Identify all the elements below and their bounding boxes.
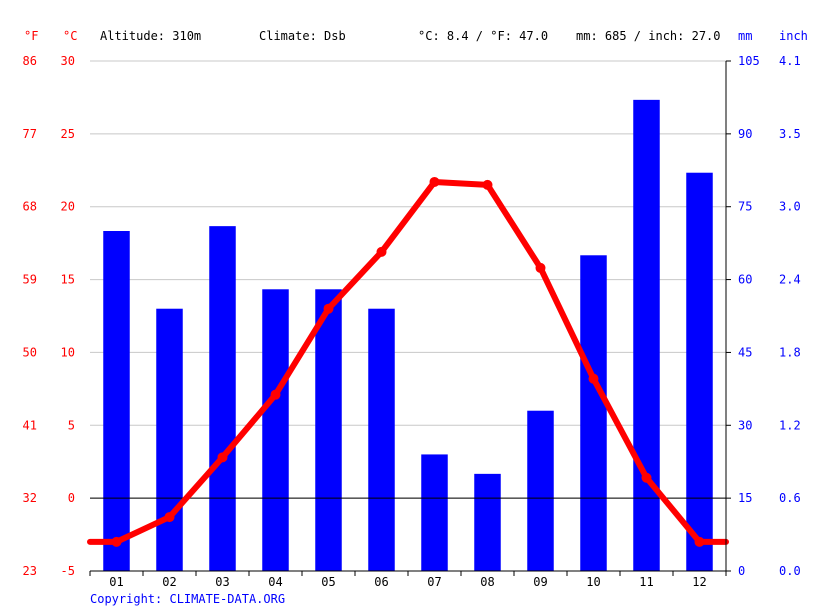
temperature-point <box>588 373 599 384</box>
precip-bar <box>421 454 448 571</box>
fahrenheit-tick-label: 23 <box>23 564 37 578</box>
month-tick-label: 10 <box>586 575 600 589</box>
inch-tick-label: 1.2 <box>779 418 801 432</box>
mm-tick-label: 0 <box>738 564 745 578</box>
axes <box>89 60 731 576</box>
inch-tick-label: 3.5 <box>779 127 801 141</box>
mm-tick-label: 105 <box>738 54 760 68</box>
inch-tick-label: 3.0 <box>779 200 801 214</box>
fahrenheit-tick-label: 86 <box>23 54 37 68</box>
temperature-point <box>111 536 122 547</box>
month-tick-label: 12 <box>692 575 706 589</box>
month-tick-label: 04 <box>268 575 282 589</box>
celsius-tick-label: 30 <box>61 54 75 68</box>
month-tick-label: 11 <box>639 575 653 589</box>
mm-tick-label: 90 <box>738 127 752 141</box>
inch-tick-label: 0.6 <box>779 491 801 505</box>
temperature-series-line <box>87 178 729 545</box>
fahrenheit-tick-label: 50 <box>23 345 37 359</box>
temperature-average-label: °C: 8.4 / °F: 47.0 <box>418 29 548 43</box>
mm-tick-label: 30 <box>738 418 752 432</box>
fahrenheit-unit-label: °F <box>24 29 38 43</box>
altitude-label: Altitude: 310m <box>100 29 201 43</box>
fahrenheit-tick-label: 59 <box>23 273 37 287</box>
fahrenheit-tick-label: 41 <box>23 418 37 432</box>
month-tick-label: 02 <box>162 575 176 589</box>
copyright-label: Copyright: CLIMATE-DATA.ORG <box>90 592 285 606</box>
mm-tick-label: 15 <box>738 491 752 505</box>
inch-tick-label: 2.4 <box>779 273 801 287</box>
celsius-tick-label: 10 <box>61 345 75 359</box>
precip-bar <box>103 231 130 571</box>
celsius-tick-label: 0 <box>68 491 75 505</box>
temperature-point <box>164 512 175 523</box>
temperature-point <box>376 246 387 257</box>
inch-tick-label: 4.1 <box>779 54 801 68</box>
precip-bar <box>156 308 183 571</box>
climate-label: Climate: Dsb <box>259 29 346 43</box>
mm-tick-label: 75 <box>738 200 752 214</box>
temperature-point <box>323 303 334 314</box>
tick-labels: -5 23 0 32 5 41 10 50 15 59 20 68 25 77 30 86 0 0.0 15 0.6 3… <box>23 54 801 589</box>
precip-bar <box>262 289 289 571</box>
temperature-point <box>482 179 493 190</box>
temperature-point <box>694 536 705 547</box>
month-tick-label: 03 <box>215 575 229 589</box>
month-tick-label: 07 <box>427 575 441 589</box>
temperature-point <box>217 452 228 463</box>
precipitation-average-label: mm: 685 / inch: 27.0 <box>576 29 721 43</box>
fahrenheit-tick-label: 32 <box>23 491 37 505</box>
celsius-tick-label: 15 <box>61 273 75 287</box>
inch-unit-label: inch <box>779 29 808 43</box>
mm-tick-label: 45 <box>738 345 752 359</box>
temperature-point <box>641 472 652 483</box>
month-tick-label: 05 <box>321 575 335 589</box>
precipitation-bars <box>103 99 713 572</box>
precip-bar <box>474 473 501 571</box>
precip-bar <box>315 289 342 571</box>
precip-bar <box>527 410 554 571</box>
inch-tick-label: 1.8 <box>779 345 801 359</box>
mm-tick-label: 60 <box>738 273 752 287</box>
precip-bar <box>368 308 395 571</box>
precip-bar <box>686 172 713 571</box>
celsius-tick-label: 5 <box>68 418 75 432</box>
precip-bar <box>209 226 236 571</box>
month-tick-label: 01 <box>109 575 123 589</box>
temperature-line <box>87 176 729 547</box>
precip-bar <box>580 255 607 572</box>
celsius-unit-label: °C <box>63 29 77 43</box>
grid-lines <box>90 60 726 499</box>
temperature-point <box>270 389 281 400</box>
celsius-tick-label: 20 <box>61 200 75 214</box>
celsius-tick-label: -5 <box>61 564 75 578</box>
celsius-tick-label: 25 <box>61 127 75 141</box>
temperature-point <box>429 176 440 187</box>
month-tick-label: 08 <box>480 575 494 589</box>
mm-unit-label: mm <box>738 29 752 43</box>
fahrenheit-tick-label: 77 <box>23 127 37 141</box>
inch-tick-label: 0.0 <box>779 564 801 578</box>
fahrenheit-tick-label: 68 <box>23 200 37 214</box>
month-tick-label: 09 <box>533 575 547 589</box>
precip-bar <box>633 99 660 571</box>
temperature-point <box>535 262 546 273</box>
month-tick-label: 06 <box>374 575 388 589</box>
